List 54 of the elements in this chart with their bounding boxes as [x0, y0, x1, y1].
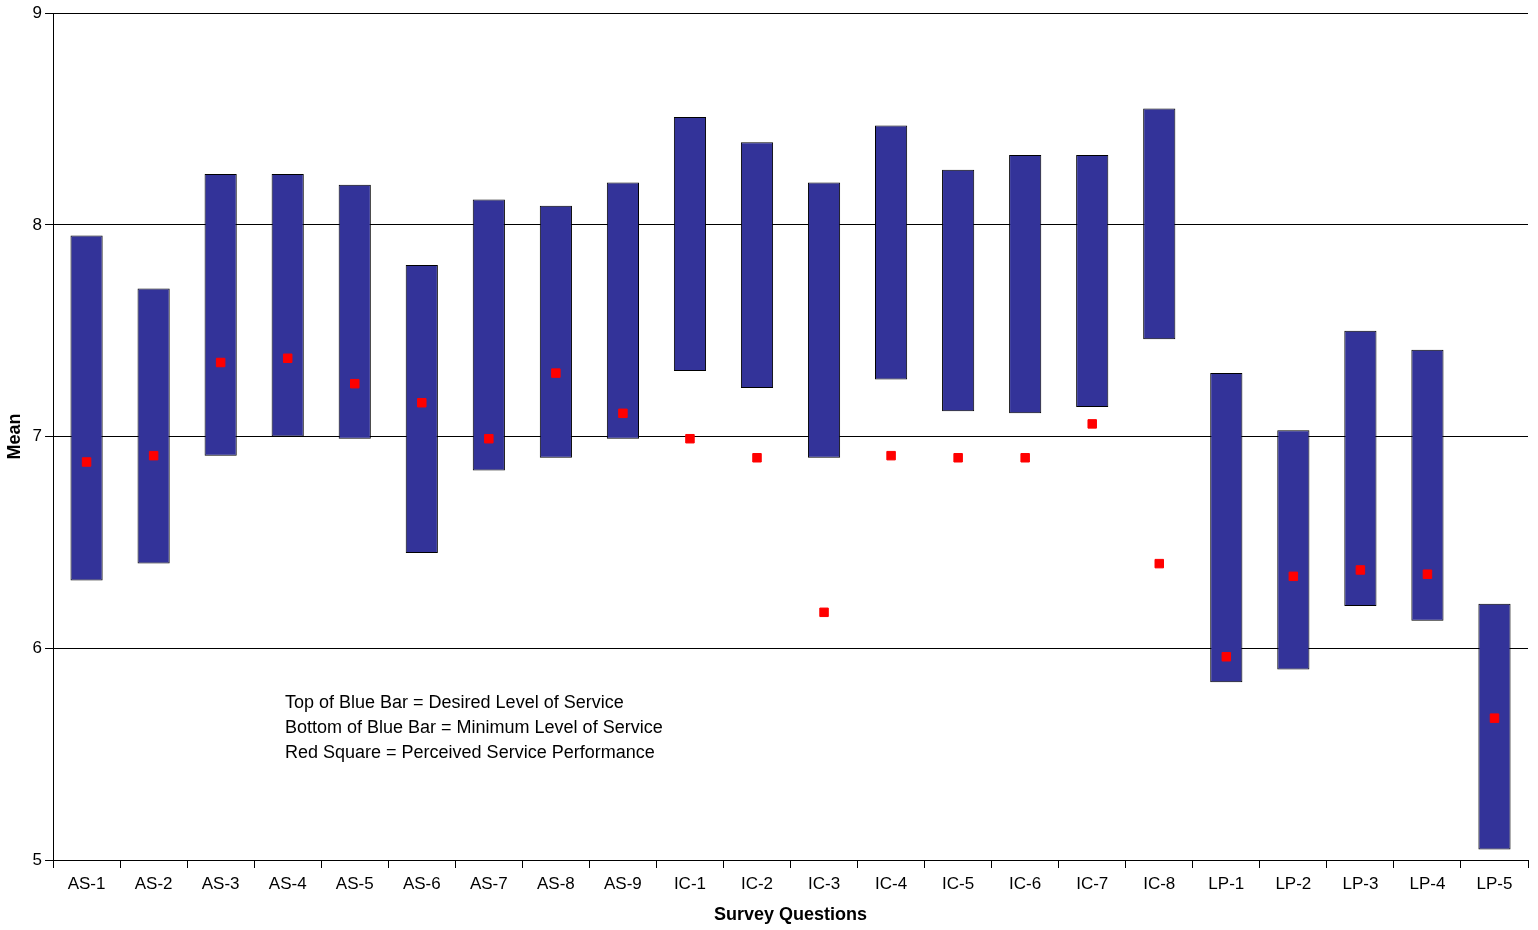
- y-tick-label: 8: [32, 214, 43, 234]
- x-tick-label: IC-4: [875, 873, 908, 893]
- point: [1154, 558, 1165, 569]
- x-tick-label: LP-2: [1275, 873, 1312, 893]
- x-tick-label: AS-4: [268, 873, 307, 893]
- point: [1221, 652, 1232, 662]
- x-tick-label: AS-2: [134, 873, 173, 893]
- point: [1489, 713, 1500, 723]
- x-tick-label: AS-5: [335, 873, 374, 893]
- point: [215, 357, 226, 368]
- y-tick-label: 7: [32, 426, 43, 446]
- point: [81, 457, 92, 467]
- x-tick-label: IC-1: [673, 873, 707, 893]
- point: [953, 453, 963, 463]
- x-tick-label: AS-8: [536, 873, 575, 893]
- y-axis-title: Mean: [3, 413, 24, 460]
- x-tick-label: LP-4: [1409, 873, 1446, 893]
- y-tick-label: 6: [32, 637, 43, 657]
- point: [1087, 419, 1097, 429]
- x-tick-label: IC-7: [1076, 873, 1109, 893]
- x-tick-label: IC-3: [807, 873, 841, 893]
- x-tick-label: IC-6: [1009, 873, 1042, 893]
- x-tick-label: IC-5: [942, 873, 975, 893]
- point: [685, 433, 695, 444]
- point: [417, 397, 427, 408]
- annotation: Red Square = Perceived Service Performance: [285, 741, 656, 764]
- point: [819, 607, 829, 618]
- x-tick-label: AS-1: [67, 873, 106, 893]
- x-tick-label: LP-5: [1476, 873, 1513, 893]
- point: [1288, 571, 1299, 582]
- x-tick-label: AS-3: [201, 873, 240, 893]
- point: [752, 453, 762, 463]
- point: [886, 450, 896, 461]
- x-tick-label: IC-8: [1143, 873, 1176, 893]
- annotation: Top of Blue Bar = Desired Level of Service: [285, 691, 625, 714]
- y-tick-label: 9: [32, 2, 43, 22]
- y-tick-label: 5: [32, 849, 43, 869]
- x-tick-label: AS-7: [469, 873, 508, 893]
- point: [1020, 453, 1030, 463]
- x-tick-label: LP-1: [1208, 873, 1245, 893]
- x-tick-label: AS-9: [604, 873, 642, 893]
- x-tick-label: IC-2: [740, 873, 774, 893]
- point: [1355, 565, 1366, 575]
- annotation: Bottom of Blue Bar = Minimum Level of Service: [285, 716, 663, 739]
- point: [484, 433, 494, 444]
- point: [148, 450, 159, 461]
- point: [282, 353, 293, 364]
- x-axis-title: Survey Questions: [714, 904, 868, 925]
- point: [551, 368, 561, 378]
- point: [350, 378, 360, 389]
- x-tick-label: LP-3: [1342, 873, 1379, 893]
- point: [618, 408, 628, 419]
- point: [1422, 569, 1433, 579]
- x-tick-label: AS-6: [402, 873, 441, 893]
